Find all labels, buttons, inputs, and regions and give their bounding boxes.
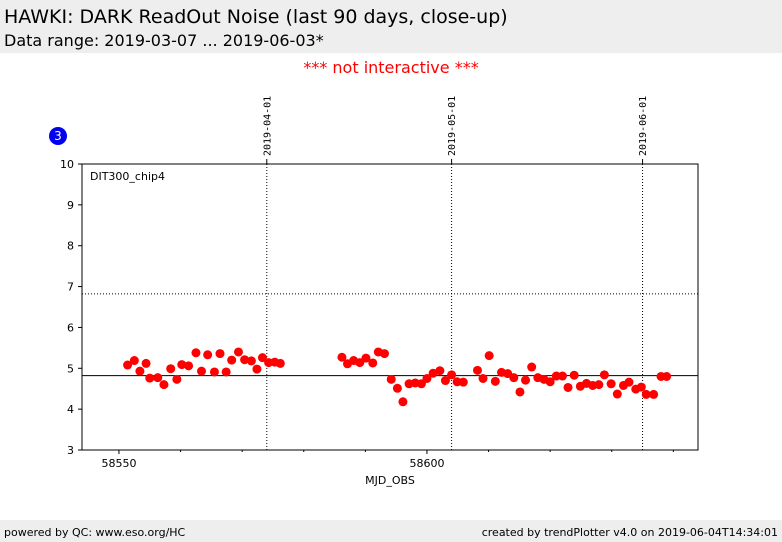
- data-point: [379, 349, 389, 359]
- data-point: [209, 367, 219, 377]
- y-tick-label: 8: [67, 240, 74, 253]
- data-point: [662, 371, 672, 381]
- x-axis-label: MJD_OBS: [365, 474, 415, 487]
- y-tick-label: 3: [67, 444, 74, 457]
- data-point: [145, 373, 155, 383]
- data-point: [361, 353, 371, 363]
- page-title: HAWKI: DARK ReadOut Noise (last 90 days,…: [4, 6, 508, 28]
- data-point: [240, 355, 250, 365]
- data-point: [641, 389, 651, 399]
- date-marker-label: 2019-06-01: [638, 96, 649, 156]
- data-point: [636, 382, 646, 392]
- x-tick-label: 58600: [409, 457, 444, 470]
- page-number-badge[interactable]: [49, 127, 67, 145]
- data-point: [422, 374, 432, 383]
- data-point: [509, 373, 519, 383]
- data-point: [257, 353, 267, 363]
- data-point: [649, 389, 659, 399]
- data-point: [166, 364, 176, 374]
- y-tick-label: 9: [67, 199, 74, 212]
- data-point: [606, 379, 616, 389]
- data-point: [275, 358, 285, 368]
- data-point: [612, 389, 622, 399]
- data-point: [227, 355, 237, 365]
- data-point: [551, 371, 561, 381]
- badge-group: 3: [49, 127, 67, 145]
- plot-area: 2019-04-01 2019-05-01 2019-06-01 3 4 5 6 7 8 9 10 5…: [60, 96, 699, 470]
- data-point: [172, 374, 182, 384]
- not-interactive-notice: *** not interactive ***: [303, 58, 479, 77]
- data-point: [129, 356, 139, 366]
- data-point: [398, 397, 408, 407]
- data-point: [197, 366, 207, 376]
- data-point: [159, 380, 169, 390]
- data-point: [521, 375, 531, 385]
- data-point: [624, 377, 634, 387]
- footer-panel: powered by QC: www.eso.org/HC created by…: [0, 520, 782, 542]
- data-point: [246, 356, 256, 366]
- data-point: [557, 371, 567, 381]
- data-point: [527, 362, 537, 372]
- x-tick-label: 58550: [101, 457, 136, 470]
- data-point: [440, 376, 450, 386]
- footer-powered-by: powered by QC: www.eso.org/HC: [4, 526, 186, 539]
- footer-created-by: created by trendPlotter v4.0 on 2019-06-…: [481, 526, 778, 539]
- plot-frame: [81, 163, 699, 451]
- data-point: [545, 377, 555, 387]
- data-point: [233, 347, 243, 357]
- data-point: [447, 370, 457, 380]
- data-point: [215, 349, 225, 359]
- y-tick-label: 6: [67, 321, 74, 334]
- data-point: [594, 380, 604, 390]
- y-tick-label: 5: [67, 362, 74, 375]
- data-point: [252, 364, 262, 374]
- data-point: [191, 348, 201, 358]
- data-point: [490, 376, 500, 386]
- data-point: [153, 373, 163, 383]
- page-number-badge-label: 3: [54, 129, 62, 143]
- data-point: [368, 358, 378, 368]
- data-point: [484, 351, 494, 361]
- data-point: [472, 365, 482, 375]
- data-point: [184, 361, 194, 371]
- chip-annotation: DIT300_chip4: [90, 170, 165, 183]
- data-point: [203, 350, 213, 360]
- data-point: [123, 360, 133, 370]
- date-marker-label: 2019-04-01: [262, 96, 273, 156]
- data-point: [392, 383, 402, 393]
- data-point: [141, 358, 151, 368]
- data-point: [515, 387, 525, 397]
- data-point: [428, 368, 438, 378]
- date-marker-label: 2019-05-01: [447, 96, 458, 156]
- data-point: [355, 358, 365, 368]
- data-point: [177, 360, 187, 370]
- data-point: [135, 366, 145, 376]
- data-point: [386, 374, 396, 384]
- data-point: [599, 370, 609, 380]
- data-range-subtitle: Data range: 2019-03-07 ... 2019-06-03*: [4, 31, 324, 50]
- data-point: [569, 370, 579, 380]
- data-point: [478, 374, 488, 383]
- data-point: [435, 366, 445, 376]
- y-tick-label: 7: [67, 281, 74, 294]
- data-point: [563, 382, 573, 392]
- data-point: [221, 367, 231, 377]
- data-point: [337, 352, 347, 362]
- header-panel: HAWKI: DARK ReadOut Noise (last 90 days,…: [0, 0, 782, 53]
- y-tick-label: 4: [67, 403, 74, 416]
- y-tick-label: 10: [60, 158, 74, 171]
- data-point: [458, 377, 468, 387]
